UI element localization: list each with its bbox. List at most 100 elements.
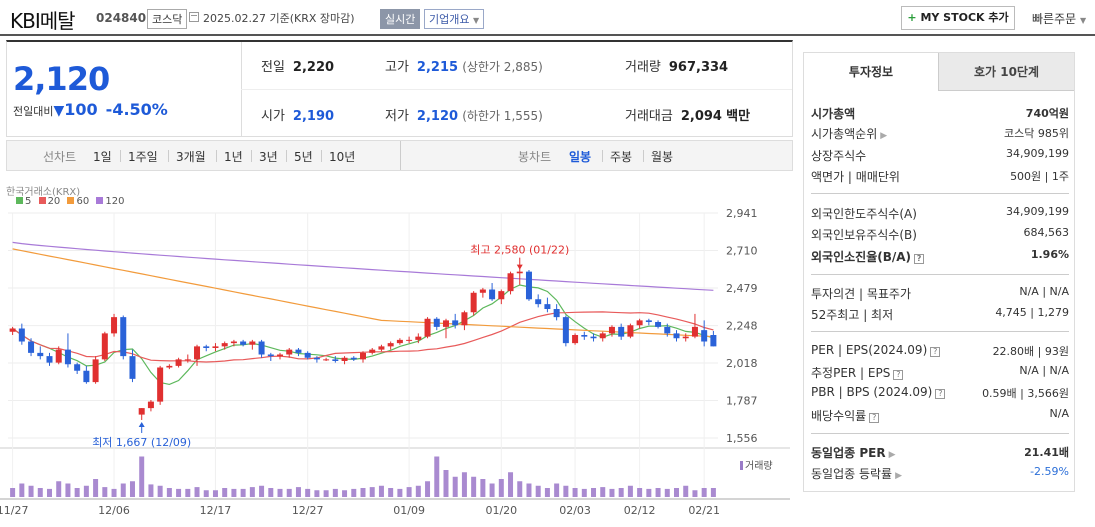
candle-body [350,357,357,360]
x-tick-label: 01/09 [393,504,425,517]
period-1d[interactable]: 1일 [93,150,112,164]
info-key-wrap: 동일업종 PER ▶ [811,444,896,461]
info-value: N/A | N/A [1019,364,1069,377]
volume-bar [314,490,320,497]
stat-low: 저가 2,120 (하한가 1,555) [385,105,543,124]
stat-volume-value: 967,334 [668,60,729,75]
legend-swatch-20 [38,197,46,204]
stat-low-limit: (하한가 1,555) [462,109,543,123]
divider [216,150,217,162]
divider [251,150,252,162]
period-1w[interactable]: 1주일 [128,150,158,164]
corp-info-dropdown[interactable]: 기업개요 ▼ [424,9,485,29]
volume-bar [581,488,587,497]
info-row-cap-rank[interactable]: 시가총액순위 ▶ 코스닥 985위 [811,125,1069,143]
info-key: 외국인보유주식수(B) [811,228,917,242]
info-key: 52주최고 | 최저 [811,308,894,322]
volume-bar [655,488,661,497]
candle-body [230,341,237,344]
high-annotation: 최고 2,580 (01/22) [470,244,569,257]
legend-swatch-60 [67,197,75,204]
period-3y[interactable]: 3년 [259,150,278,164]
volume-bar [406,487,412,497]
candle-body [461,312,468,326]
help-icon[interactable]: ? [930,347,941,357]
volume-bar [120,483,126,497]
chevron-down-icon: ▼ [472,16,480,25]
stat-high: 고가 2,215 (상한가 2,885) [385,56,543,75]
volume-bar [277,488,283,497]
volume-bar [74,488,80,497]
candle-body [701,330,708,342]
candle-body [424,318,431,337]
quick-order-button[interactable]: 빠른주문 ▼ [1032,10,1086,27]
tab-investment-info[interactable]: 투자정보 [804,53,939,91]
period-3m[interactable]: 3개월 [176,150,206,164]
realtime-badge[interactable]: 실시간 [380,9,421,29]
price-change: 전일대비▼100 -4.50% [13,100,168,119]
volume-bar [194,487,200,497]
volume-bar [351,488,357,497]
help-icon[interactable]: ? [893,370,904,380]
chart-toolbar: 선차트 1일 1주일 3개월 1년 3년 5년 10년 봉차트 일봉 주봉 월봉 [6,140,793,171]
candle-body [277,354,284,357]
investment-info-panel: 투자정보 호가 10단계 시가총액 740억원 시가총액순위 ▶ 코스닥 985위 상… [803,52,1075,492]
candle-body [572,335,579,344]
volume-bar [129,481,135,497]
info-value: 500원 | 1주 [1010,170,1069,183]
y-tick-label: 2,941 [726,207,758,220]
divider [811,274,1069,275]
info-key: 동일업종 PER [811,446,886,460]
candle-body [360,352,366,360]
price-chart[interactable]: 한국거래소(KRX) 5 20 60 120 2,941 2,710 2,479 2,… [0,180,790,527]
down-arrow-icon: ▼ [53,103,65,119]
volume-bar [139,456,145,497]
mystock-add-button[interactable]: + MY STOCK 추가 [901,6,1015,30]
mystock-label: MY STOCK 추가 [920,11,1009,24]
candle-body [221,343,228,347]
volume-bar [323,490,329,497]
line-chart-label[interactable]: 선차트 [43,150,77,164]
candle-chart-label[interactable]: 봉차트 [518,150,552,164]
candle-body [378,346,385,350]
change-value: 100 [64,100,98,119]
volume-bar [710,488,716,497]
help-icon[interactable]: ? [935,389,946,399]
info-row-sector-change[interactable]: 동일업종 등락률 ▶ -2.59% [811,465,1069,483]
tab-hoga-10[interactable]: 호가 10단계 [939,53,1074,91]
y-tick-label: 1,556 [726,432,758,445]
stock-name: KBI메탈 [10,9,76,33]
volume-bar [397,488,403,497]
help-icon[interactable]: ? [869,413,880,423]
x-tick-label: 12/06 [98,504,130,517]
info-row-sector-per[interactable]: 동일업종 PER ▶ 21.41배 [811,444,1069,462]
period-10y[interactable]: 10년 [329,150,356,164]
candle-monthly[interactable]: 월봉 [651,150,674,164]
candle-body [470,292,477,313]
candle-body [138,408,145,415]
divider [168,150,169,162]
candle-body [212,346,219,348]
candle-body [525,271,532,300]
candle-body [682,336,689,339]
info-row-foreign-hold: 외국인보유주식수(B) 684,563 [811,226,1069,244]
volume-bar [212,490,218,497]
exchange-label: 한국거래소(KRX) [6,187,81,198]
info-key: PBR | BPS (2024.09) [811,385,933,399]
candle-daily[interactable]: 일봉 [569,150,592,164]
candle-body [37,352,44,357]
candle-body [645,320,652,323]
info-key: 추정PER | EPS [811,366,891,380]
period-1y[interactable]: 1년 [224,150,243,164]
period-5y[interactable]: 5년 [294,150,313,164]
volume-bar [498,479,504,497]
volume-bar [618,488,624,497]
volume-bar [452,476,458,497]
candle-body [636,320,643,326]
candle-body [286,349,293,355]
volume-legend: 거래량 [740,457,773,472]
candle-weekly[interactable]: 주봉 [610,150,633,164]
help-icon[interactable]: ? [914,254,925,264]
info-key: 시가총액순위 [811,127,878,141]
candle-body [166,365,173,368]
